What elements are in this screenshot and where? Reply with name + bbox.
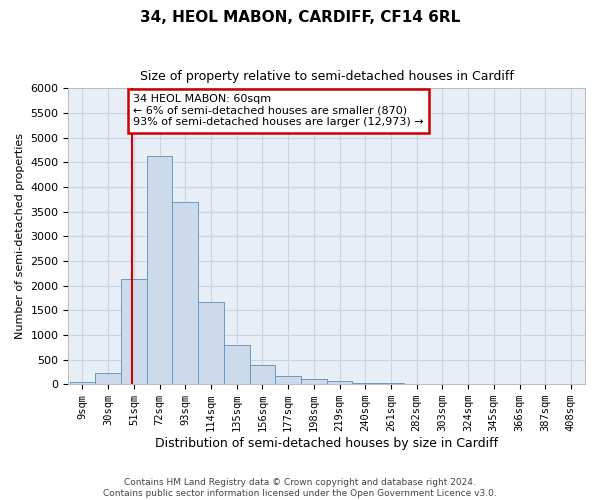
Bar <box>224 345 250 384</box>
Bar <box>70 382 95 384</box>
Bar <box>95 373 121 384</box>
Y-axis label: Number of semi-detached properties: Number of semi-detached properties <box>15 134 25 340</box>
Bar <box>198 302 224 384</box>
Bar <box>250 365 275 384</box>
Bar <box>147 156 172 384</box>
Text: 34, HEOL MABON, CARDIFF, CF14 6RL: 34, HEOL MABON, CARDIFF, CF14 6RL <box>140 10 460 25</box>
Text: 34 HEOL MABON: 60sqm
← 6% of semi-detached houses are smaller (870)
93% of semi-: 34 HEOL MABON: 60sqm ← 6% of semi-detach… <box>133 94 424 128</box>
Bar <box>172 202 198 384</box>
X-axis label: Distribution of semi-detached houses by size in Cardiff: Distribution of semi-detached houses by … <box>155 437 498 450</box>
Bar <box>121 279 147 384</box>
Bar <box>327 381 352 384</box>
Text: Contains HM Land Registry data © Crown copyright and database right 2024.
Contai: Contains HM Land Registry data © Crown c… <box>103 478 497 498</box>
Title: Size of property relative to semi-detached houses in Cardiff: Size of property relative to semi-detach… <box>140 70 514 83</box>
Bar <box>301 380 327 384</box>
Bar <box>352 382 378 384</box>
Bar <box>275 376 301 384</box>
